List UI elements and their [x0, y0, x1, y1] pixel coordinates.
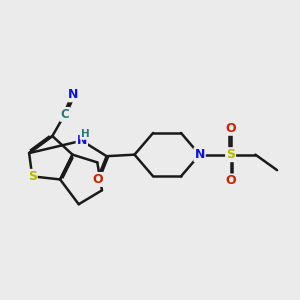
Text: N: N: [68, 88, 79, 101]
Text: O: O: [225, 122, 236, 135]
Text: O: O: [92, 173, 103, 186]
Text: S: S: [28, 170, 37, 183]
Text: C: C: [60, 108, 69, 121]
Text: N: N: [76, 134, 87, 147]
Text: N: N: [194, 148, 205, 161]
Text: O: O: [225, 175, 236, 188]
Text: S: S: [226, 148, 235, 161]
Text: H: H: [80, 129, 89, 139]
